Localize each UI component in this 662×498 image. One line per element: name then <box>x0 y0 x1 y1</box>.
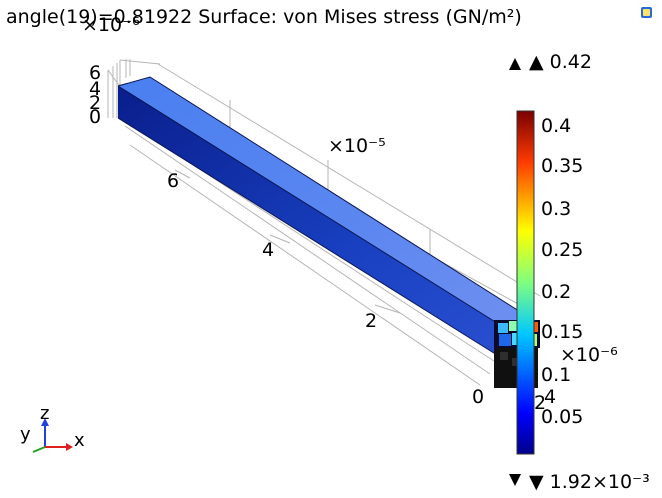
colorbar-tick: 0.3 <box>541 198 572 220</box>
colorbar-tick: 0.15 <box>541 321 584 343</box>
colorbar-tick: 0.4 <box>541 115 572 137</box>
min-value-label: ▼ 1.92×10⁻³ <box>529 471 650 493</box>
min-marker-icon <box>509 474 521 486</box>
camera-icon[interactable] <box>641 7 652 18</box>
axis-tick: 0 <box>472 386 485 408</box>
z-tick: 4 <box>89 78 102 100</box>
beam-top-face <box>118 77 530 328</box>
plot-title: angle(19)=0.81922 Surface: von Mises str… <box>6 6 522 28</box>
z-tick: 0 <box>89 106 102 128</box>
max-marker-icon <box>509 58 521 70</box>
triad-y-label: y <box>20 424 31 445</box>
z-tick: 6 <box>89 62 102 84</box>
colorbar <box>516 110 535 455</box>
axis-triad-icon <box>32 418 73 453</box>
triad-z-label: z <box>40 403 50 424</box>
max-value-label: ▲ 0.42 <box>529 51 592 73</box>
top-scale-label: ×10⁻⁶ <box>82 14 140 36</box>
colorbar-tick: 0.25 <box>541 239 584 261</box>
colorbar-tick: 0.2 <box>541 281 572 303</box>
mid-scale-label: ×10⁻⁵ <box>328 135 386 157</box>
beam-side-face <box>118 86 505 360</box>
axis-tick: 2 <box>365 310 378 332</box>
axis-tick: 6 <box>167 170 180 192</box>
colorbar-tick: 0.05 <box>541 406 584 428</box>
z-tick: 2 <box>89 92 102 114</box>
colorbar-tick: 0.35 <box>541 155 584 177</box>
triad-x-label: x <box>74 430 85 451</box>
axis-tick: 2 <box>534 392 547 414</box>
axis-tick: 4 <box>544 386 557 408</box>
right-scale-label: ×10⁻⁶ <box>560 344 618 366</box>
axis-tick: 4 <box>262 239 275 261</box>
colorbar-tick: 0.1 <box>541 364 572 386</box>
